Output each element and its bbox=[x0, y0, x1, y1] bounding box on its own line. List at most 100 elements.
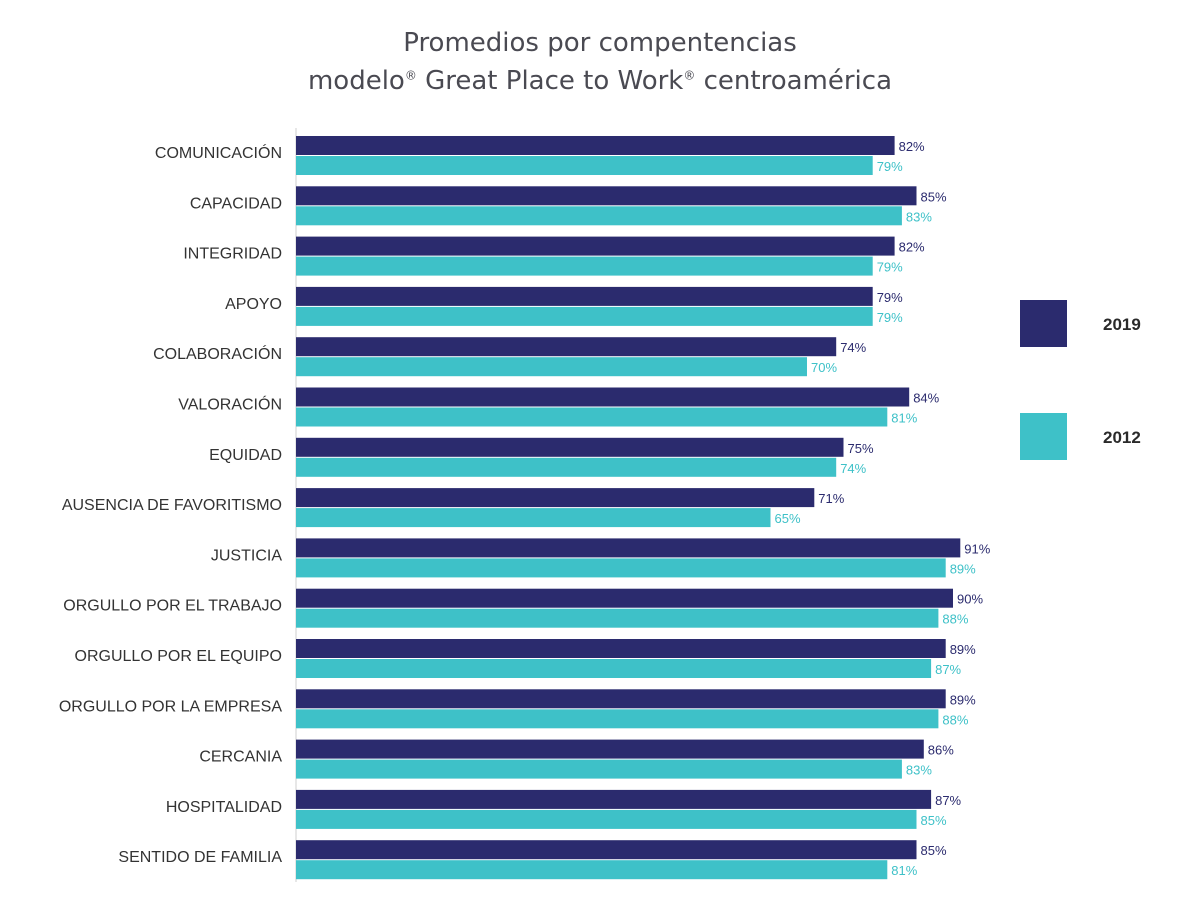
category-group: SENTIDO DE FAMILIA 85% 81% bbox=[118, 840, 947, 880]
data-label-2012: 74% bbox=[840, 461, 866, 476]
data-label-2019: 84% bbox=[913, 391, 939, 406]
category-label: INTEGRIDAD bbox=[183, 246, 282, 263]
bar-2019 bbox=[296, 739, 924, 759]
category-label: COMUNICACIÓN bbox=[155, 143, 282, 162]
bar-2012 bbox=[296, 709, 939, 729]
bar-2012 bbox=[296, 809, 917, 829]
category-group: APOYO 79% 79% bbox=[225, 286, 903, 326]
data-label-2012: 83% bbox=[906, 209, 932, 224]
category-group: ORGULLO POR LA EMPRESA 89% 88% bbox=[59, 689, 976, 729]
bar-2019 bbox=[296, 387, 910, 407]
bar-2019 bbox=[296, 236, 895, 256]
category-label: ORGULLO POR LA EMPRESA bbox=[59, 698, 283, 715]
category-group: ORGULLO POR EL TRABAJO 90% 88% bbox=[63, 588, 983, 628]
category-label: JUSTICIA bbox=[211, 547, 282, 564]
category-group: COMUNICACIÓN 82% 79% bbox=[155, 136, 925, 175]
data-label-2012: 88% bbox=[942, 612, 968, 627]
legend: 2019 2012 bbox=[1020, 300, 1141, 460]
bars-layer: COMUNICACIÓN 82% 79% CAPACIDAD 85% 83% INTEGRI… bbox=[59, 136, 991, 880]
data-label-2019: 91% bbox=[964, 541, 990, 556]
bar-2012 bbox=[296, 457, 837, 477]
bar-2019 bbox=[296, 840, 917, 860]
chart-title-line-2: modelo® Great Place to Work® centroaméri… bbox=[0, 66, 1200, 96]
category-group: HOSPITALIDAD 87% 85% bbox=[166, 789, 962, 829]
data-label-2012: 88% bbox=[942, 712, 968, 727]
data-label-2012: 87% bbox=[935, 662, 961, 677]
data-label-2019: 89% bbox=[950, 692, 976, 707]
bar-2019 bbox=[296, 136, 895, 155]
category-label: EQUIDAD bbox=[209, 447, 282, 464]
bar-2012 bbox=[296, 306, 873, 326]
category-group: ORGULLO POR EL EQUIPO 89% 87% bbox=[75, 639, 976, 678]
data-label-2019: 79% bbox=[877, 290, 903, 305]
data-label-2019: 89% bbox=[950, 642, 976, 657]
category-label: COLABORACIÓN bbox=[153, 344, 282, 363]
data-label-2012: 81% bbox=[891, 863, 917, 878]
registered-mark: ® bbox=[404, 68, 417, 83]
bar-2012 bbox=[296, 357, 807, 377]
data-label-2019: 71% bbox=[818, 491, 844, 506]
bar-2012 bbox=[296, 407, 888, 427]
category-label: SENTIDO DE FAMILIA bbox=[118, 849, 282, 866]
data-label-2012: 83% bbox=[906, 763, 932, 778]
bar-2019 bbox=[296, 639, 946, 658]
bar-2019 bbox=[296, 588, 953, 608]
category-group: INTEGRIDAD 82% 79% bbox=[183, 236, 925, 276]
bar-2019 bbox=[296, 538, 961, 558]
bar-2012 bbox=[296, 759, 902, 779]
data-label-2019: 82% bbox=[899, 139, 925, 154]
bar-2019 bbox=[296, 488, 815, 508]
bar-2019 bbox=[296, 286, 873, 306]
bar-2019 bbox=[296, 689, 946, 709]
bar-2012 bbox=[296, 206, 902, 226]
data-label-2019: 85% bbox=[921, 843, 947, 858]
data-label-2019: 85% bbox=[921, 189, 947, 204]
category-group: CAPACIDAD 85% 83% bbox=[190, 186, 947, 226]
data-label-2019: 87% bbox=[935, 793, 961, 808]
data-label-2019: 82% bbox=[899, 240, 925, 255]
data-label-2012: 89% bbox=[950, 561, 976, 576]
category-label: ORGULLO POR EL EQUIPO bbox=[75, 648, 282, 665]
data-label-2012: 79% bbox=[877, 310, 903, 325]
data-label-2012: 79% bbox=[877, 159, 903, 174]
bar-2012 bbox=[296, 256, 873, 276]
category-group: VALORACIÓN 84% 81% bbox=[178, 387, 940, 427]
data-label-2012: 85% bbox=[921, 813, 947, 828]
data-label-2019: 75% bbox=[848, 441, 874, 456]
registered-mark: ® bbox=[683, 68, 696, 83]
bar-2019 bbox=[296, 337, 837, 357]
data-label-2019: 90% bbox=[957, 592, 983, 607]
category-label: AUSENCIA DE FAVORITISMO bbox=[62, 497, 282, 514]
category-label: ORGULLO POR EL TRABAJO bbox=[63, 598, 282, 615]
category-label: APOYO bbox=[225, 296, 282, 313]
bar-2012 bbox=[296, 156, 873, 175]
data-label-2012: 70% bbox=[811, 360, 837, 375]
data-label-2019: 74% bbox=[840, 340, 866, 355]
chart-title-line-1: Promedios por compentencias bbox=[403, 28, 797, 58]
category-group: CERCANIA 86% 83% bbox=[199, 739, 954, 779]
bar-2019 bbox=[296, 437, 844, 457]
data-label-2012: 79% bbox=[877, 260, 903, 275]
legend-item: 2012 bbox=[1020, 413, 1141, 460]
legend-item: 2019 bbox=[1020, 300, 1141, 347]
category-label: CAPACIDAD bbox=[190, 195, 282, 212]
category-group: COLABORACIÓN 74%70% bbox=[153, 337, 867, 377]
bar-2012 bbox=[296, 860, 888, 880]
data-label-2012: 81% bbox=[891, 411, 917, 426]
bar-2019 bbox=[296, 186, 917, 206]
category-label: CERCANIA bbox=[199, 749, 282, 766]
title-part-mid: Great Place to Work bbox=[416, 66, 684, 96]
legend-label: 2019 bbox=[1103, 315, 1141, 334]
legend-label: 2012 bbox=[1103, 428, 1141, 447]
data-label-2012: 65% bbox=[775, 511, 801, 526]
bar-2012 bbox=[296, 608, 939, 628]
category-label: HOSPITALIDAD bbox=[166, 799, 282, 816]
category-group: JUSTICIA 91% 89% bbox=[211, 538, 991, 578]
bar-2019 bbox=[296, 789, 932, 809]
category-group: AUSENCIA DE FAVORITISMO 71% 65% bbox=[62, 488, 845, 528]
bar-2012 bbox=[296, 508, 771, 528]
title-part-post: centroamérica bbox=[695, 66, 893, 96]
bar-2012 bbox=[296, 659, 932, 678]
